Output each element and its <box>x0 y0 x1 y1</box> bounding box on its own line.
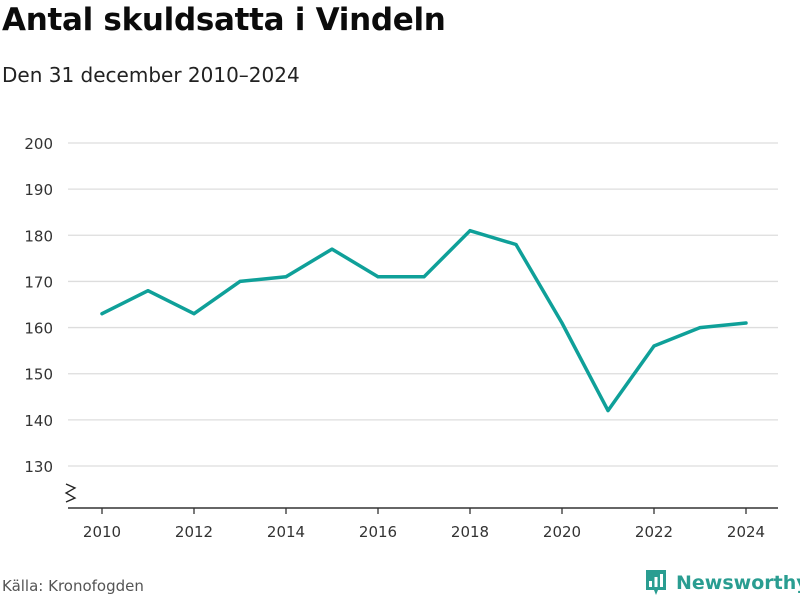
y-tick-labels: 130 140 150 160 170 180 190 200 <box>24 135 53 476</box>
x-tick-label: 2018 <box>451 523 489 541</box>
newsworthy-logo-icon <box>646 570 666 595</box>
x-tick-label: 2014 <box>267 523 305 541</box>
chart-title: Antal skuldsatta i Vindeln <box>2 2 446 38</box>
data-point <box>468 229 472 233</box>
y-tick-label: 170 <box>24 273 53 291</box>
series-group <box>100 228 748 413</box>
y-tick-label: 180 <box>24 227 53 245</box>
y-tick-label: 130 <box>24 458 53 476</box>
series-line <box>100 228 748 413</box>
chart-subtitle: Den 31 december 2010–2024 <box>2 63 300 87</box>
data-point <box>376 275 380 279</box>
data-point <box>238 279 242 283</box>
data-point <box>560 321 564 325</box>
y-tick-label: 150 <box>24 366 53 384</box>
brand-name: Newsworthy <box>676 572 800 594</box>
data-point <box>514 243 518 247</box>
brand-logo: Newsworthy <box>644 568 800 598</box>
y-tick-label: 140 <box>24 412 53 430</box>
data-point <box>284 275 288 279</box>
x-axis <box>64 483 778 509</box>
grid-lines <box>68 142 778 467</box>
y-tick-label: 190 <box>24 181 53 199</box>
x-tick-label: 2016 <box>359 523 397 541</box>
data-point <box>698 326 702 330</box>
data-point <box>330 247 334 251</box>
x-tick-labels: 2010 2012 2014 2016 2018 2020 2022 2024 <box>83 508 765 541</box>
axis-break-mark <box>64 483 77 503</box>
x-tick-label: 2020 <box>543 523 581 541</box>
x-tick-label: 2024 <box>727 523 765 541</box>
data-point <box>100 312 104 316</box>
data-point <box>192 312 196 316</box>
data-point <box>146 289 150 293</box>
x-tick-label: 2012 <box>175 523 213 541</box>
x-tick-label: 2010 <box>83 523 121 541</box>
source-note: Källa: Kronofogden <box>2 577 144 595</box>
y-tick-label: 160 <box>24 320 53 338</box>
data-point <box>422 275 426 279</box>
y-tick-label: 200 <box>24 135 53 153</box>
data-point <box>744 321 748 325</box>
data-point <box>652 344 656 348</box>
x-tick-label: 2022 <box>635 523 673 541</box>
data-point <box>606 409 610 413</box>
